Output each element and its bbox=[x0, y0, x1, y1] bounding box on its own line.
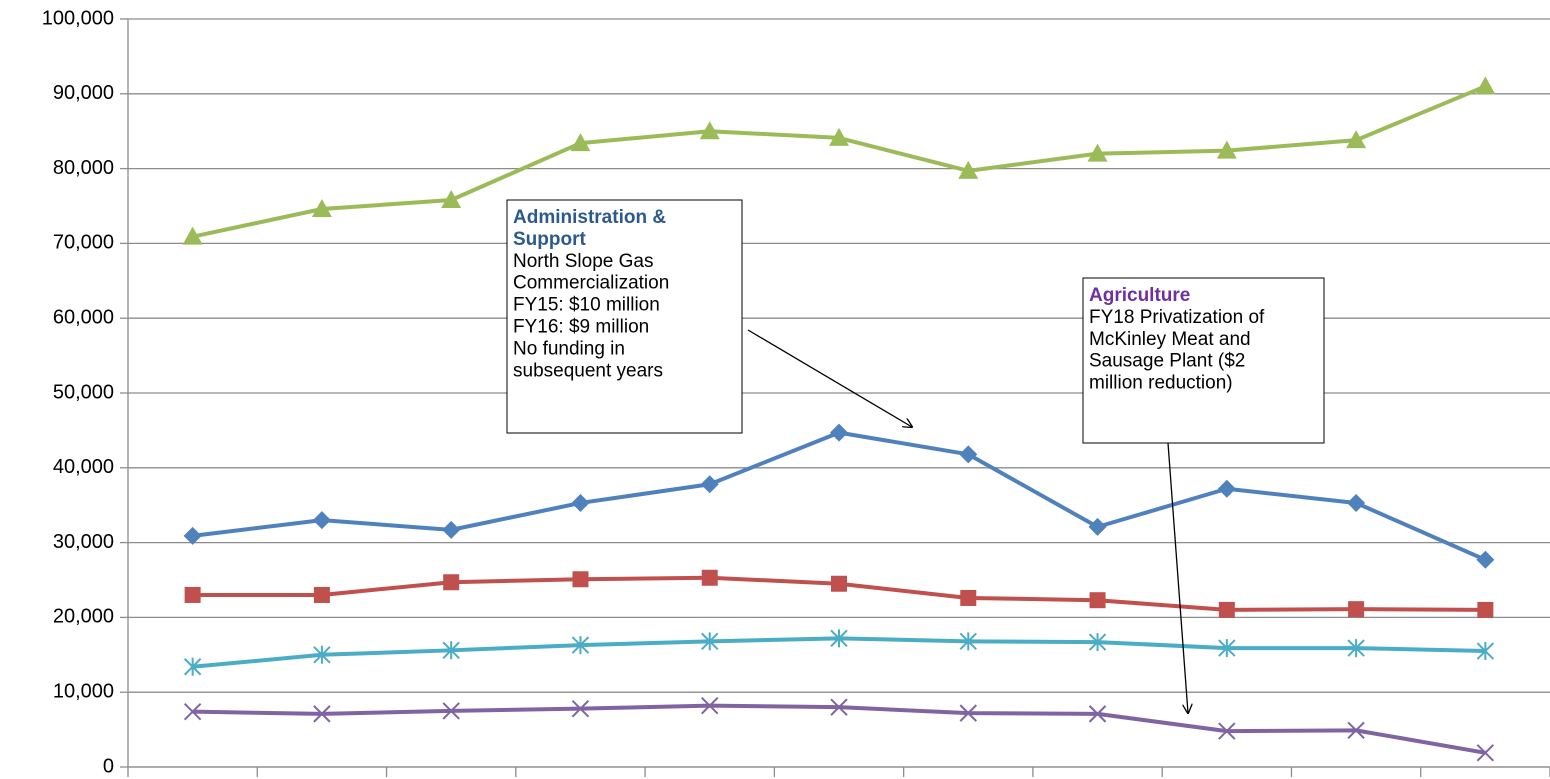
marker bbox=[1476, 550, 1495, 569]
marker bbox=[1475, 76, 1496, 95]
marker bbox=[959, 632, 977, 651]
marker bbox=[313, 705, 331, 723]
annotation-text: Commercialization bbox=[513, 273, 669, 294]
y-tick-label: 10,000 bbox=[53, 680, 114, 702]
y-tick-label: 50,000 bbox=[53, 381, 114, 403]
annotation-text: No funding in bbox=[513, 338, 625, 359]
annotation-text: North Slope Gas bbox=[513, 251, 653, 272]
series bbox=[183, 629, 1495, 676]
series bbox=[184, 569, 1494, 618]
series bbox=[182, 76, 1496, 245]
marker bbox=[1088, 633, 1107, 652]
marker bbox=[959, 704, 977, 722]
marker bbox=[1348, 601, 1365, 618]
marker bbox=[958, 160, 979, 179]
series-line bbox=[192, 430, 1487, 562]
marker bbox=[313, 645, 331, 664]
marker bbox=[571, 636, 590, 655]
marker bbox=[572, 571, 589, 588]
marker bbox=[184, 586, 201, 603]
marker bbox=[829, 127, 849, 146]
annotation-box bbox=[506, 199, 743, 434]
y-tick-label: 90,000 bbox=[53, 82, 114, 104]
grid: 0 10,000 20,000 30,000 40,000 50,000 60,000 70,… bbox=[42, 7, 1550, 777]
y-tick-label: 30,000 bbox=[53, 531, 114, 553]
marker bbox=[830, 629, 848, 648]
y-tick-label: 40,000 bbox=[53, 456, 114, 478]
annotation-text: McKinley Meat and bbox=[1089, 329, 1251, 350]
y-tick-label: 60,000 bbox=[53, 306, 114, 328]
marker bbox=[830, 698, 848, 716]
marker bbox=[830, 423, 848, 442]
marker bbox=[1088, 705, 1107, 723]
marker bbox=[1476, 642, 1495, 661]
y-tick-label: 80,000 bbox=[53, 157, 114, 179]
annotation-text: subsequent years bbox=[513, 360, 663, 381]
annotation-text: FY18 Privatization of bbox=[1089, 307, 1265, 328]
marker bbox=[311, 198, 332, 217]
annotation-title: Agriculture bbox=[1089, 285, 1190, 306]
marker bbox=[1347, 721, 1365, 740]
marker bbox=[1347, 493, 1366, 512]
marker bbox=[571, 493, 590, 512]
plot bbox=[182, 76, 1496, 762]
annotation-title: Administration & bbox=[513, 207, 666, 228]
annotation-arrow bbox=[747, 329, 912, 427]
marker bbox=[1218, 639, 1236, 658]
marker bbox=[1218, 601, 1235, 618]
marker bbox=[571, 699, 590, 718]
marker bbox=[960, 589, 977, 606]
marker bbox=[1347, 639, 1365, 658]
marker bbox=[700, 475, 719, 494]
marker bbox=[959, 445, 978, 464]
y-tick-label: 0 bbox=[103, 755, 114, 777]
marker bbox=[313, 586, 330, 603]
marker bbox=[1218, 722, 1236, 740]
annotation-text: FY16: $9 million bbox=[513, 317, 649, 338]
marker bbox=[570, 133, 591, 152]
marker bbox=[831, 575, 847, 592]
marker bbox=[1477, 601, 1494, 618]
marker bbox=[701, 632, 719, 651]
annotation-text: FY15: $10 million bbox=[513, 295, 660, 316]
annotation-title: Support bbox=[513, 229, 586, 250]
marker bbox=[441, 190, 462, 209]
marker bbox=[442, 641, 460, 660]
marker bbox=[701, 569, 718, 586]
marker bbox=[1346, 130, 1367, 149]
series-line bbox=[192, 84, 1487, 239]
series bbox=[183, 696, 1495, 762]
marker bbox=[442, 520, 461, 539]
annotation-box bbox=[1082, 277, 1325, 444]
marker bbox=[1476, 744, 1495, 762]
annotation-text: Sausage Plant ($2 bbox=[1089, 351, 1245, 372]
marker bbox=[183, 702, 202, 721]
marker bbox=[1087, 143, 1108, 162]
y-tick-label: 70,000 bbox=[53, 232, 114, 254]
marker bbox=[443, 574, 460, 591]
y-tick-label: 20,000 bbox=[53, 606, 114, 628]
annotation-text: million reduction) bbox=[1089, 373, 1233, 394]
marker bbox=[1217, 479, 1236, 498]
marker bbox=[701, 696, 719, 715]
series-line bbox=[192, 703, 1486, 755]
marker bbox=[183, 657, 202, 676]
marker bbox=[1089, 592, 1106, 609]
marker bbox=[312, 511, 331, 530]
marker bbox=[1088, 517, 1107, 536]
marker bbox=[183, 526, 202, 545]
annotation-arrow bbox=[1167, 442, 1188, 713]
marker bbox=[442, 702, 460, 720]
series bbox=[183, 423, 1495, 569]
y-tick-label: 100,000 bbox=[42, 7, 114, 29]
marker bbox=[182, 226, 203, 245]
marker bbox=[1216, 140, 1237, 159]
marker bbox=[699, 121, 720, 140]
